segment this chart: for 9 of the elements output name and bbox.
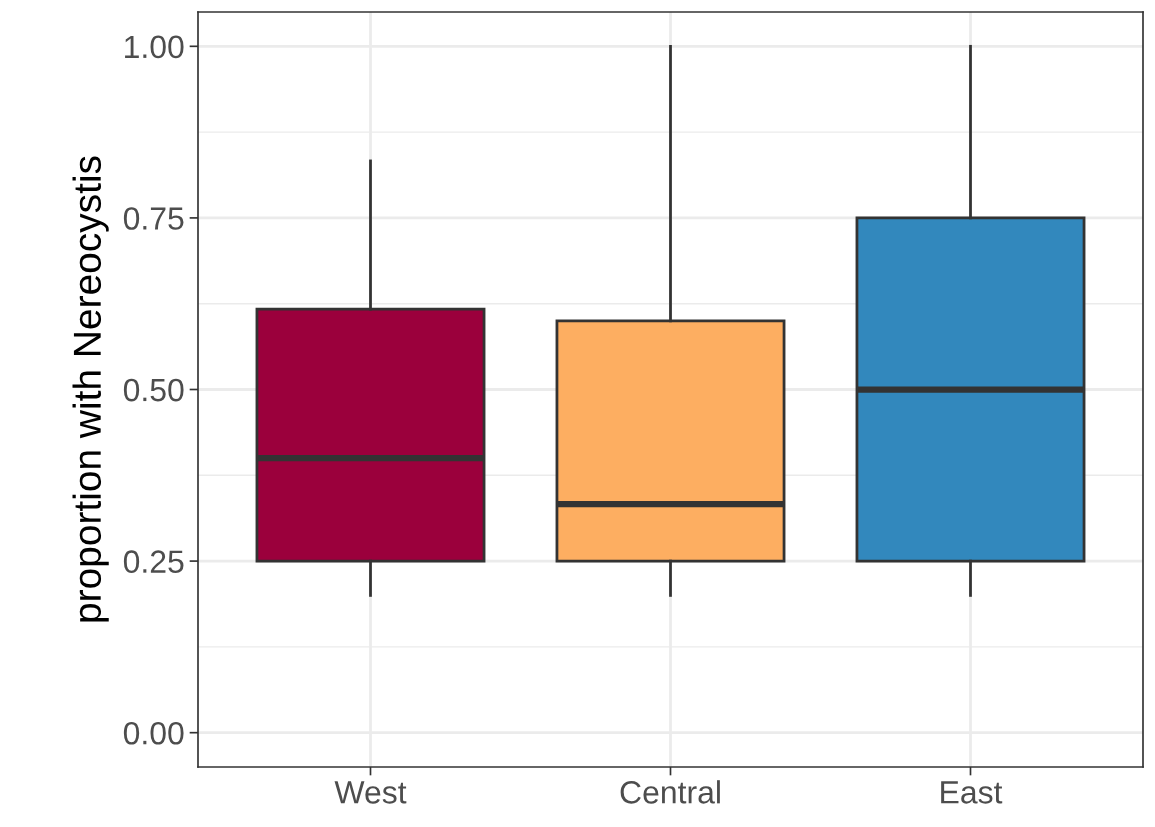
x-tick-label: West	[334, 781, 407, 804]
y-tick-label: 0.00	[123, 721, 184, 745]
y-tick-label: 0.25	[123, 550, 184, 573]
y-tick-label: 0.50	[123, 378, 184, 402]
x-tick-label: East	[941, 781, 1003, 804]
y-axis-title: proportion with Nereocystis	[72, 156, 109, 622]
y-tick-label: 1.00	[125, 35, 184, 59]
x-tick-label: Central	[620, 780, 720, 804]
y-tick-label: 0.75	[123, 207, 184, 230]
